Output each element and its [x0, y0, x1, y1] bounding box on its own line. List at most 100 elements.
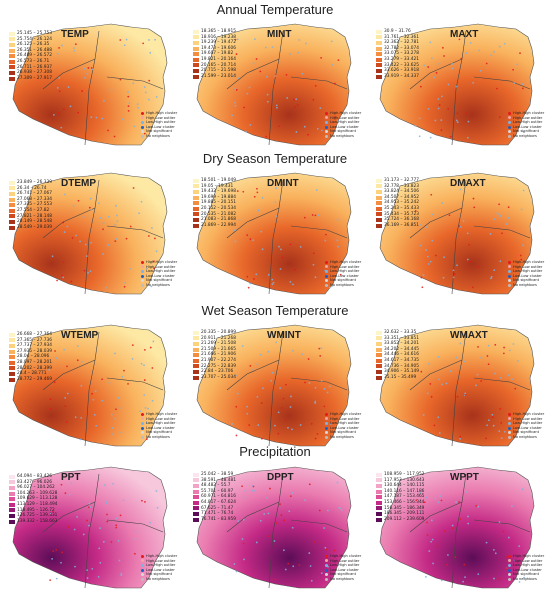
- legend-label: 32.362 – 32.781: [384, 40, 419, 46]
- cluster-point: [299, 424, 302, 426]
- cluster-point: [451, 63, 454, 65]
- cluster-point: [49, 398, 52, 401]
- cluster-legend-row: High-High cluster: [325, 111, 361, 116]
- legend-swatch: [9, 180, 15, 185]
- legend-swatch: [193, 364, 199, 369]
- cluster-point: [318, 509, 321, 512]
- legend-row: 19.239 – 19.472: [193, 40, 236, 46]
- cluster-point: [107, 129, 109, 132]
- legend-label: 21.599 – 23.014: [201, 73, 236, 79]
- cluster-point: [507, 374, 510, 377]
- cluster-point: [88, 524, 90, 527]
- cluster-point: [324, 239, 327, 242]
- cluster-point: [119, 39, 122, 41]
- cluster-dot: [141, 563, 144, 567]
- cluster-legend-row: Low-Low cluster: [508, 125, 544, 130]
- cluster-point: [253, 278, 255, 280]
- cluster-point: [467, 522, 470, 525]
- cluster-dot: [508, 274, 511, 278]
- legend-swatch: [193, 57, 199, 62]
- legend-label: 130.644 – 140.115: [384, 483, 425, 489]
- legend-swatch: [193, 511, 199, 516]
- cluster-point: [315, 189, 318, 191]
- cluster-label: High-High cluster: [330, 260, 362, 264]
- legend-row: 27.335 – 27.553: [9, 202, 52, 208]
- cluster-point: [522, 189, 525, 192]
- cluster-point: [320, 379, 323, 382]
- cluster-point: [70, 280, 73, 283]
- cluster-legend-row: High-Low outlier: [508, 265, 544, 270]
- cluster-point: [280, 514, 283, 517]
- cluster-point: [147, 407, 149, 410]
- cluster-point: [274, 578, 277, 581]
- legend-label: 113.129 – 118.494: [17, 501, 58, 507]
- legend-swatch: [376, 57, 382, 62]
- legend-row: 30.9 – 31.76: [376, 29, 419, 35]
- cluster-point: [151, 227, 153, 229]
- legend-row: 21.083 – 21.868: [193, 217, 236, 223]
- cluster-point: [64, 405, 67, 408]
- legend-row: 33.422 – 33.625: [376, 63, 419, 69]
- cluster-point: [460, 57, 463, 60]
- cluster-point: [274, 201, 277, 204]
- cluster-point: [99, 527, 102, 530]
- cluster-point: [516, 360, 519, 362]
- cluster-point: [260, 230, 263, 233]
- cluster-point: [131, 358, 134, 360]
- cluster-label: High-Low outlier: [330, 264, 360, 269]
- map-panel-maxt: MAXT 30.9 – 31.76 31.761 – 32.361 32.362 – …: [370, 19, 550, 149]
- cluster-point: [92, 68, 94, 71]
- cluster-point: [145, 438, 148, 440]
- legend-row: 26.125 – 26.35: [9, 42, 52, 48]
- cluster-point: [490, 275, 493, 278]
- legend-row: 60.971 – 64.816: [193, 494, 236, 500]
- cluster-dot: [508, 260, 511, 264]
- cluster-point: [104, 286, 107, 289]
- cluster-legend-row: No neighbors: [508, 283, 544, 288]
- cluster-point: [516, 279, 519, 282]
- cluster-point: [512, 559, 515, 562]
- cluster-point: [296, 104, 299, 106]
- cluster-point: [249, 238, 252, 241]
- cluster-dot: [325, 568, 328, 572]
- legend-swatch: [193, 35, 199, 40]
- cluster-point: [55, 357, 58, 359]
- cluster-point: [490, 54, 493, 57]
- cluster-label: High-High cluster: [330, 554, 362, 558]
- legend-label: 21.269 – 21.508: [201, 341, 236, 347]
- legend-row: 117.953 – 130.643: [376, 478, 424, 484]
- cluster-point: [437, 107, 440, 110]
- cluster-point: [235, 88, 238, 91]
- cluster-point: [498, 578, 501, 581]
- cluster-point: [430, 395, 433, 398]
- cluster-point: [463, 563, 466, 566]
- cluster-point: [73, 50, 76, 52]
- cluster-legend-row: Low-High outlier: [325, 563, 361, 568]
- cluster-point: [298, 39, 301, 41]
- cluster-point: [433, 424, 436, 427]
- cluster-legend-row: Low-High outlier: [508, 120, 544, 125]
- legend-row: 25.145 – 25.753: [9, 31, 52, 37]
- cluster-dot: [141, 274, 144, 278]
- cluster-point: [136, 531, 139, 533]
- cluster-point: [141, 499, 143, 502]
- cluster-point: [58, 47, 60, 49]
- cluster-point: [488, 419, 490, 422]
- cluster-legend-row: High-High cluster: [508, 554, 544, 559]
- legend-label: 83.427 – 96.026: [17, 479, 52, 485]
- cluster-point: [231, 423, 233, 425]
- cluster-point: [487, 363, 490, 366]
- legend-label: 32.632 – 33.35: [384, 330, 417, 335]
- legend-row: 71.471 – 76.74: [193, 511, 236, 517]
- cluster-point: [278, 125, 280, 128]
- section-title-precip: Precipitation: [239, 444, 311, 459]
- legend-swatch: [376, 375, 382, 380]
- cluster-point: [423, 64, 426, 67]
- legend-label: 117.953 – 130.643: [384, 477, 425, 483]
- legend-swatch: [9, 59, 15, 64]
- cluster-point: [112, 433, 114, 435]
- cluster-point: [64, 492, 67, 495]
- cluster-point: [76, 345, 79, 347]
- legend-label: 27.935 – 28.039: [17, 348, 52, 354]
- cluster-point: [247, 286, 250, 289]
